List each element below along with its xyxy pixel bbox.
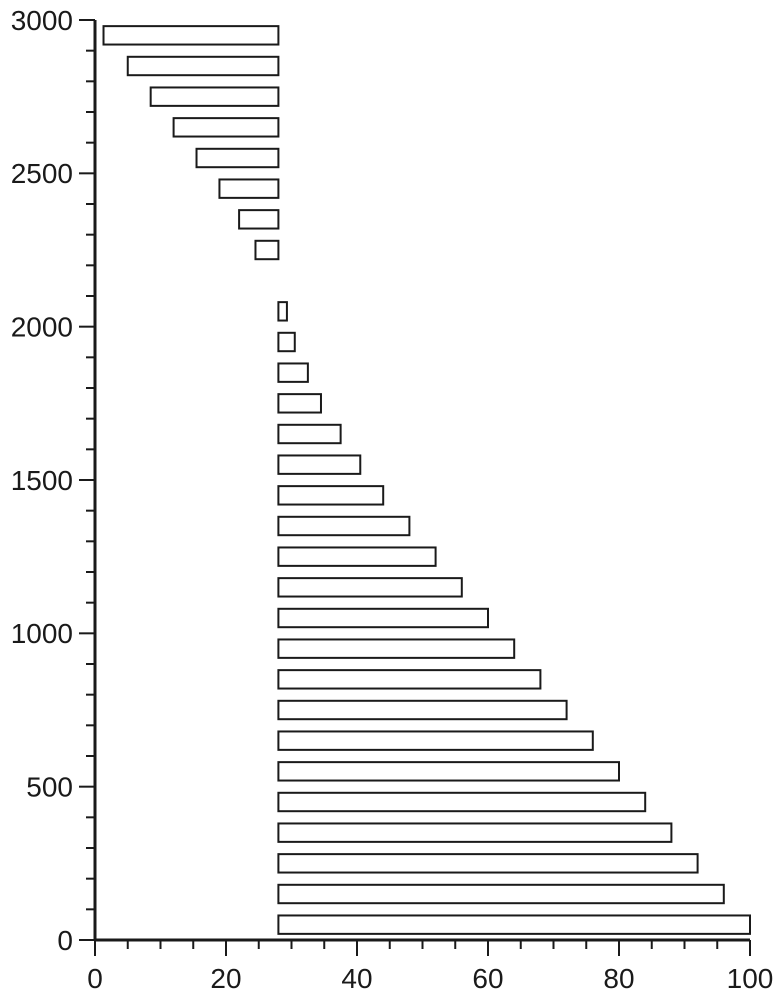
y-tick-label: 1000 (11, 618, 73, 649)
y-tick-label: 2000 (11, 311, 73, 342)
x-tick-label: 100 (727, 963, 774, 994)
bar-13 (278, 517, 409, 535)
bar-12 (278, 547, 435, 565)
x-tick-label: 40 (341, 963, 372, 994)
bar-22 (239, 210, 278, 228)
bar-16 (278, 425, 340, 443)
bar-23 (219, 179, 278, 197)
bar-27 (128, 57, 279, 75)
bar-9 (278, 639, 514, 657)
x-tick-label: 60 (472, 963, 503, 994)
bar-0 (278, 915, 750, 933)
y-tick-label: 3000 (11, 5, 73, 36)
bar-2 (278, 854, 697, 872)
horizontal-bar-chart: 020406080100050010001500200025003000 (0, 0, 784, 1000)
bar-21 (255, 241, 278, 259)
bar-3 (278, 823, 671, 841)
chart-svg: 020406080100050010001500200025003000 (0, 0, 784, 1000)
bar-19 (278, 333, 294, 351)
y-tick-label: 500 (26, 771, 73, 802)
bar-17 (278, 394, 321, 412)
x-tick-label: 0 (87, 963, 103, 994)
bar-25 (174, 118, 279, 136)
bar-20 (278, 302, 287, 320)
bar-1 (278, 885, 723, 903)
bar-14 (278, 486, 383, 504)
bar-24 (197, 149, 279, 167)
bar-28 (104, 26, 279, 44)
bar-11 (278, 578, 461, 596)
bar-15 (278, 455, 360, 473)
x-tick-label: 20 (210, 963, 241, 994)
bar-8 (278, 670, 540, 688)
x-tick-label: 80 (603, 963, 634, 994)
bar-10 (278, 609, 488, 627)
bar-4 (278, 793, 645, 811)
bar-18 (278, 363, 307, 381)
bar-6 (278, 731, 592, 749)
y-tick-label: 2500 (11, 158, 73, 189)
y-tick-label: 1500 (11, 465, 73, 496)
bar-5 (278, 762, 619, 780)
y-tick-label: 0 (57, 925, 73, 956)
bar-26 (151, 87, 279, 105)
bar-7 (278, 701, 566, 719)
